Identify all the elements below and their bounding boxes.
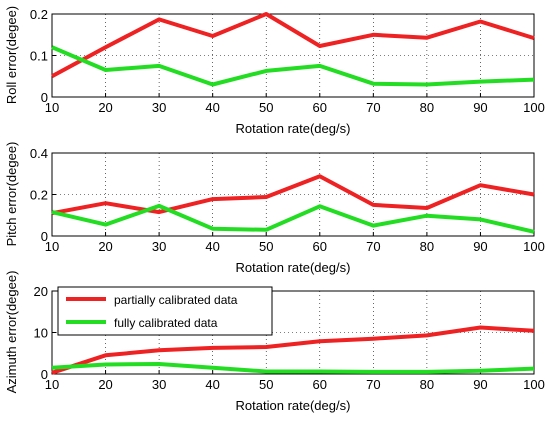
azimuth-series-lines (51, 325, 535, 375)
roll-x-tick-label: 80 (420, 100, 434, 115)
roll-y-tick-label: 0.1 (30, 49, 48, 64)
azimuth-x-tick-label: 30 (152, 377, 166, 392)
pitch-x-tick-label: 50 (259, 239, 273, 254)
roll-x-tick-label: 30 (152, 100, 166, 115)
azimuth-x-tick-label: 20 (98, 377, 112, 392)
legend-box (57, 286, 273, 336)
pitch-x-tick-label: 10 (45, 239, 59, 254)
azimuth-y-axis-label: Azimuth error(degee) (4, 271, 19, 394)
pitch-x-tick-label: 90 (473, 239, 487, 254)
azimuth-y-tick-label: 20 (34, 284, 48, 299)
azimuth-y-tick-label: 0 (41, 367, 48, 382)
pitch-error-subplot: 10 20 30 40 50 60 70 80 90 100 0 0.2 0.4 Rotation ra… (4, 142, 545, 275)
pitch-series-lines (51, 174, 535, 234)
pitch-x-tick-label: 20 (98, 239, 112, 254)
azimuth-x-tick-label: 50 (259, 377, 273, 392)
pitch-series-partially-line (51, 174, 535, 216)
roll-x-axis-label: Rotation rate(deg/s) (236, 121, 351, 136)
legend-label-partially: partially calibrated data (114, 293, 238, 307)
roll-y-tick-label: 0 (41, 90, 48, 105)
roll-x-tick-label: 10 (45, 100, 59, 115)
azimuth-x-tick-label: 90 (473, 377, 487, 392)
roll-x-tick-label: 100 (523, 100, 545, 115)
roll-x-tick-label: 70 (366, 100, 380, 115)
roll-series-lines (51, 12, 535, 87)
pitch-y-axis-label: Pitch error(degee) (4, 142, 19, 247)
azimuth-x-tick-label: 10 (45, 377, 59, 392)
azimuth-x-tick-label: 100 (523, 377, 545, 392)
pitch-x-tick-label: 40 (205, 239, 219, 254)
roll-x-tick-label: 90 (473, 100, 487, 115)
pitch-series-fully-line (51, 203, 535, 234)
roll-x-tick-label: 50 (259, 100, 273, 115)
pitch-y-tick-label: 0.2 (30, 188, 48, 203)
legend: partially calibrated data fully calibrat… (57, 286, 273, 336)
roll-x-tick-label: 40 (205, 100, 219, 115)
roll-series-partially-line (51, 12, 535, 79)
roll-x-tick-label: 60 (313, 100, 327, 115)
roll-y-axis-label: Roll error(degee) (4, 6, 19, 104)
pitch-x-tick-label: 60 (313, 239, 327, 254)
azimuth-x-tick-label: 80 (420, 377, 434, 392)
pitch-x-axis-label: Rotation rate(deg/s) (236, 260, 351, 275)
pitch-x-tick-label: 30 (152, 239, 166, 254)
legend-label-fully: fully calibrated data (114, 316, 218, 330)
roll-series-fully-line (51, 45, 535, 87)
azimuth-x-axis-label: Rotation rate(deg/s) (236, 398, 351, 413)
azimuth-x-tick-label: 40 (205, 377, 219, 392)
pitch-axis-ticks: 10 20 30 40 50 60 70 80 90 100 0 0.2 0.4 (30, 146, 545, 254)
azimuth-x-tick-label: 60 (313, 377, 327, 392)
azimuth-x-tick-label: 70 (366, 377, 380, 392)
pitch-y-tick-label: 0 (41, 229, 48, 244)
pitch-x-tick-label: 100 (523, 239, 545, 254)
roll-grid (51, 13, 535, 98)
roll-error-subplot: 10 20 30 40 50 60 70 80 90 100 0 0.1 0.2 Rotation ra… (4, 6, 545, 136)
pitch-grid (51, 152, 535, 237)
pitch-x-tick-label: 70 (366, 239, 380, 254)
roll-x-tick-label: 20 (98, 100, 112, 115)
pitch-x-tick-label: 80 (420, 239, 434, 254)
roll-axis-ticks: 10 20 30 40 50 60 70 80 90 100 0 0.1 0.2 (30, 7, 545, 115)
pitch-y-tick-label: 0.4 (30, 146, 48, 161)
azimuth-series-fully-line (51, 362, 535, 374)
azimuth-series-partially-line (51, 325, 535, 375)
azimuth-y-tick-label: 10 (34, 326, 48, 341)
roll-y-tick-label: 0.2 (30, 7, 48, 22)
